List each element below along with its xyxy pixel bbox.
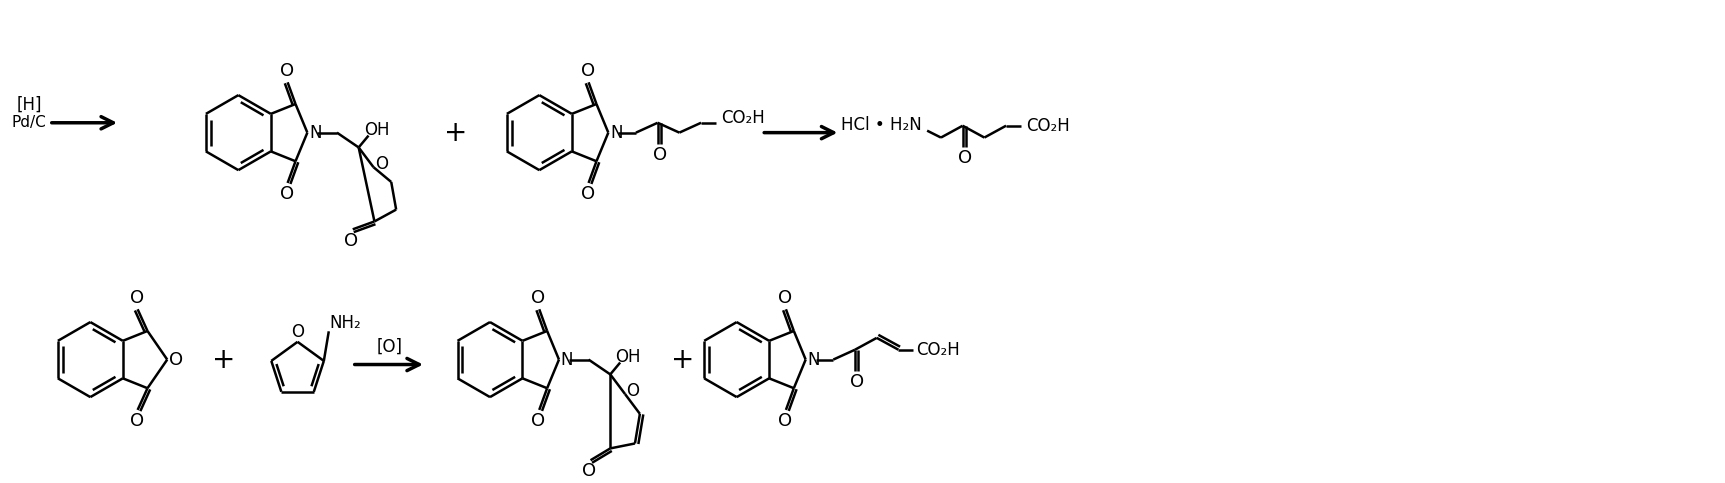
- Text: Pd/C: Pd/C: [12, 115, 47, 130]
- Text: +: +: [671, 346, 693, 373]
- Text: OH: OH: [616, 348, 640, 366]
- Text: +: +: [443, 119, 467, 147]
- Text: N: N: [561, 351, 573, 369]
- Text: O: O: [129, 289, 143, 307]
- Text: O: O: [531, 289, 545, 307]
- Text: O: O: [531, 412, 545, 430]
- Text: O: O: [652, 146, 666, 164]
- Text: O: O: [343, 232, 357, 250]
- Text: O: O: [778, 289, 792, 307]
- Text: HCl • H₂N: HCl • H₂N: [842, 116, 923, 134]
- Text: O: O: [279, 62, 293, 81]
- Text: NH₂: NH₂: [329, 314, 362, 332]
- Text: +: +: [212, 346, 235, 373]
- Text: O: O: [581, 462, 595, 480]
- Text: [O]: [O]: [376, 338, 402, 356]
- Text: N: N: [309, 124, 321, 142]
- Text: O: O: [279, 185, 293, 203]
- Text: O: O: [292, 323, 304, 341]
- Text: O: O: [850, 373, 864, 391]
- Text: [H]: [H]: [17, 96, 41, 114]
- Text: O: O: [129, 412, 143, 430]
- Text: O: O: [957, 149, 971, 167]
- Text: CO₂H: CO₂H: [916, 341, 959, 359]
- Text: O: O: [626, 382, 640, 400]
- Text: O: O: [374, 155, 388, 173]
- Text: O: O: [581, 62, 595, 81]
- Text: N: N: [611, 124, 623, 142]
- Text: N: N: [807, 351, 819, 369]
- Text: OH: OH: [364, 121, 390, 139]
- Text: O: O: [778, 412, 792, 430]
- Text: CO₂H: CO₂H: [721, 109, 764, 127]
- Text: O: O: [169, 351, 183, 369]
- Text: CO₂H: CO₂H: [1026, 117, 1070, 135]
- Text: O: O: [581, 185, 595, 203]
